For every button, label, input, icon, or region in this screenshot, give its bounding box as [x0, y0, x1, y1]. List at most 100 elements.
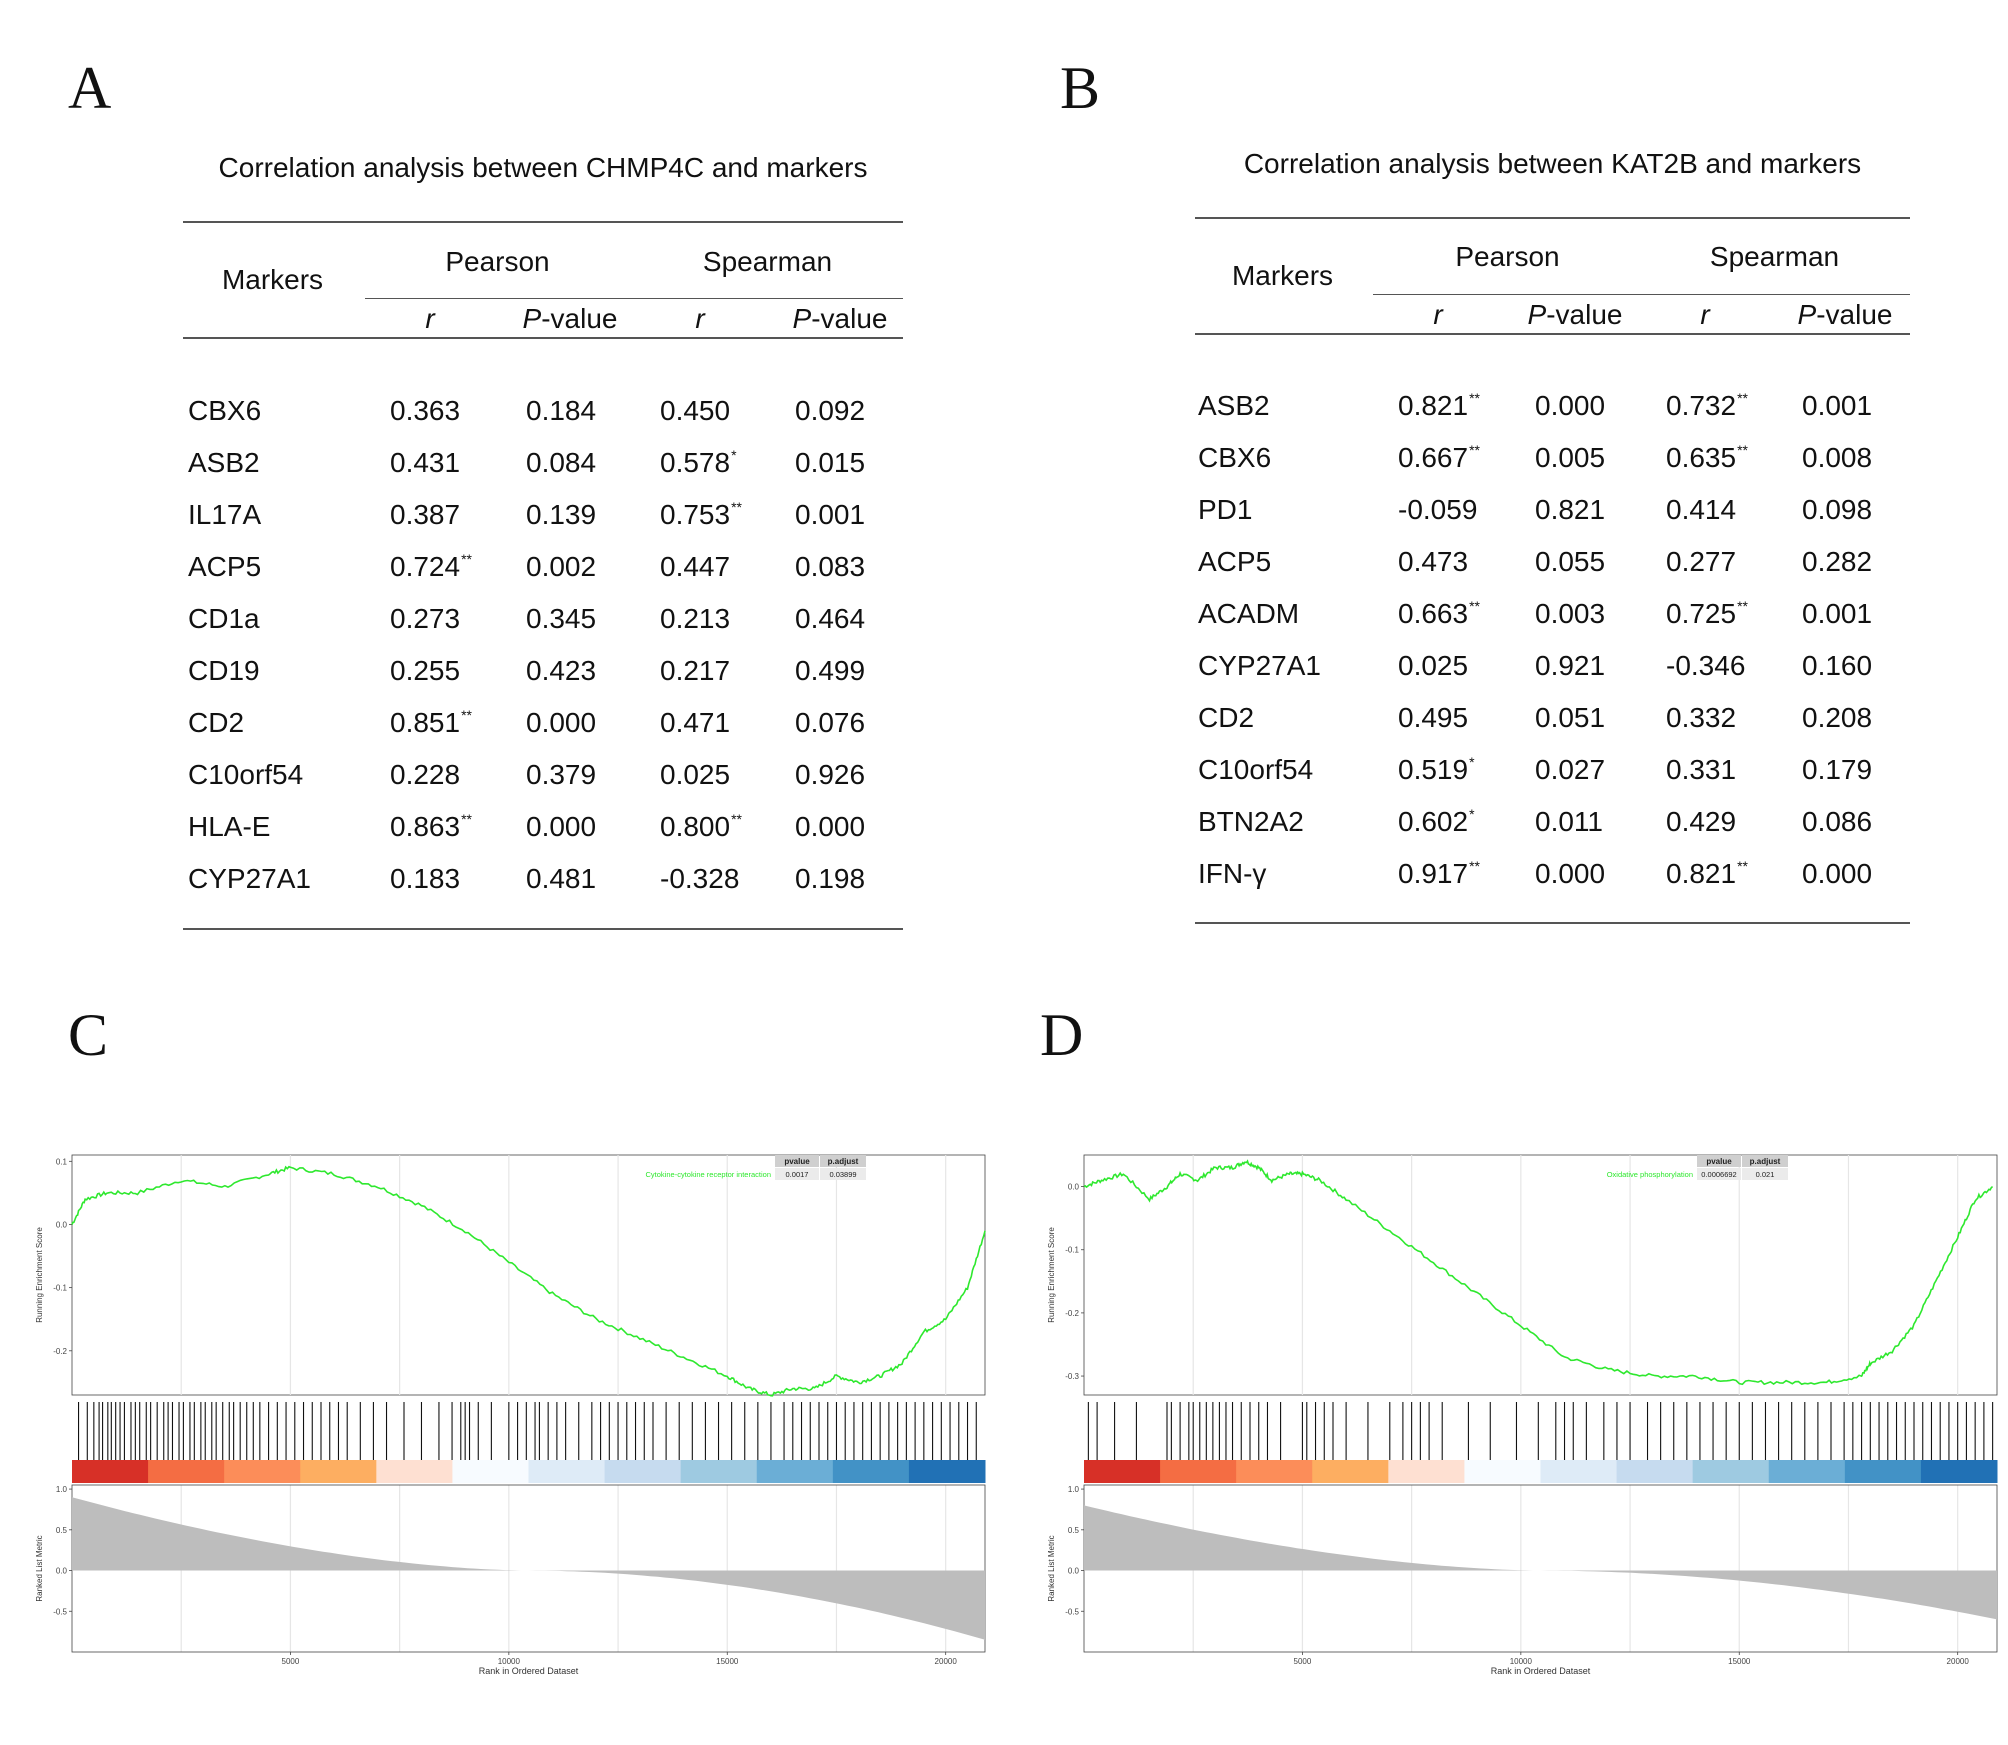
significance-mark: ** — [1737, 858, 1748, 874]
pearson-r: 0.519* — [1398, 754, 1475, 785]
rank-color-band — [224, 1460, 301, 1483]
marker-name: ACADM — [1198, 598, 1300, 629]
spearman-p: 0.001 — [1802, 390, 1873, 421]
rank-color-band — [832, 1460, 910, 1483]
panel-label-c: C — [68, 1002, 109, 1068]
rank-color-band — [1388, 1460, 1465, 1483]
spearman-p: 0.098 — [1802, 494, 1873, 525]
padjust-cell-bg — [820, 1168, 866, 1180]
es-panel-frame — [1083, 1154, 1998, 1396]
header-mid-rule — [1373, 294, 1910, 295]
pearson-p: 0.000 — [1535, 858, 1606, 889]
spearman-p: 0.001 — [795, 499, 866, 530]
pearson-p: 0.055 — [1535, 546, 1606, 577]
pearson-r: 0.255 — [390, 655, 461, 686]
pearson-r: 0.724** — [390, 551, 472, 582]
spearman-r: 0.725** — [1666, 598, 1748, 629]
y-tick-label: -0.3 — [1065, 1372, 1079, 1381]
pvalue-header: pvalue — [1706, 1157, 1732, 1166]
y-tick-label: 0.0 — [1068, 1567, 1080, 1576]
spearman-p: 0.086 — [1802, 806, 1873, 837]
y-tick-label: 0.1 — [56, 1157, 68, 1166]
significance-mark: ** — [1737, 390, 1748, 406]
pearson-p: 0.000 — [526, 811, 597, 842]
spearman-r: 0.635** — [1666, 442, 1748, 473]
pearson-p: 0.027 — [1535, 754, 1606, 785]
rank-color-band — [148, 1460, 225, 1483]
pvalue-cell-bg — [1697, 1168, 1741, 1180]
spearman-r: -0.346 — [1666, 650, 1746, 681]
y-tick-label: 0.5 — [1068, 1526, 1080, 1535]
pearson-r: 0.495 — [1398, 702, 1469, 733]
spearman-p: 0.208 — [1802, 702, 1873, 733]
marker-name: ACP5 — [1198, 546, 1272, 577]
x-tick-label: 20000 — [1947, 1657, 1970, 1666]
spearman-r: 0.821** — [1666, 858, 1748, 889]
spearman-p: 0.499 — [795, 655, 866, 686]
y-tick-label: -0.2 — [53, 1347, 67, 1356]
spearman-p: 0.926 — [795, 759, 866, 790]
significance-mark: ** — [461, 811, 472, 827]
pearson-p: 0.481 — [526, 863, 597, 894]
spearman-r: 0.332 — [1666, 702, 1737, 733]
table-top-rule — [183, 221, 903, 223]
spearman-p: 0.198 — [795, 863, 866, 894]
padjust-header-bg — [820, 1155, 866, 1167]
pvalue-header-bg — [1697, 1155, 1741, 1167]
header-mid-rule — [365, 298, 903, 299]
y-tick-label: -0.1 — [53, 1284, 67, 1293]
pearson-r: 0.602* — [1398, 806, 1475, 837]
spearman-r: 0.331 — [1666, 754, 1737, 785]
y-tick-label: 1.0 — [56, 1485, 68, 1494]
spearman-p: 0.001 — [1802, 598, 1873, 629]
pvalue-cell-bg — [775, 1168, 819, 1180]
pearson-p-header: P-value — [1527, 299, 1623, 330]
rank-color-band — [72, 1460, 149, 1483]
spearman-p: 0.179 — [1802, 754, 1873, 785]
pearson-r: 0.851** — [390, 707, 472, 738]
marker-name: C10orf54 — [188, 759, 304, 790]
spearman-r: 0.450 — [660, 395, 731, 426]
marker-name: BTN2A2 — [1198, 806, 1304, 837]
pearson-p: 0.005 — [1535, 442, 1606, 473]
pearson-r: -0.059 — [1398, 494, 1478, 525]
rank-color-band — [528, 1460, 606, 1483]
header-bottom-rule — [183, 337, 903, 339]
y-axis-label: Running Enrichment Score — [1047, 1227, 1056, 1323]
rank-color-band — [756, 1460, 834, 1483]
pearson-r: 0.363 — [390, 395, 461, 426]
spearman-p: 0.282 — [1802, 546, 1873, 577]
significance-mark: ** — [731, 811, 742, 827]
spearman-p: 0.000 — [1802, 858, 1873, 889]
rank-color-band — [1160, 1460, 1237, 1483]
rank-color-band — [376, 1460, 453, 1483]
rank-color-band — [1312, 1460, 1389, 1483]
marker-name: C10orf54 — [1198, 754, 1314, 785]
y-tick-label: 0.0 — [56, 1567, 68, 1576]
pvalue-value: 0.0017 — [786, 1170, 809, 1179]
spearman-r: 0.732** — [1666, 390, 1748, 421]
pearson-r: 0.917** — [1398, 858, 1480, 889]
significance-mark: ** — [461, 707, 472, 723]
pearson-header: Pearson — [445, 246, 550, 277]
pearson-r: 0.228 — [390, 759, 461, 790]
ranked-metric-area — [72, 1497, 985, 1640]
spearman-r: -0.328 — [660, 863, 740, 894]
spearman-p: 0.160 — [1802, 650, 1873, 681]
marker-name: CD2 — [1198, 702, 1255, 733]
significance-mark: * — [731, 447, 737, 463]
panel-label-b: B — [1060, 55, 1101, 121]
table-title: Correlation analysis between CHMP4C and … — [218, 152, 868, 183]
spearman-r-header: r — [695, 303, 705, 334]
marker-name: ACP5 — [188, 551, 262, 582]
pearson-header: Pearson — [1455, 241, 1560, 272]
metric-axis-label: Ranked List Metric — [35, 1535, 44, 1601]
gsea-plot-c: 0.1 0.0 -0.1 -0.2 Running Enrichment Score pv… — [35, 1154, 986, 1676]
running-es-line — [71, 1165, 986, 1397]
spearman-p: 0.008 — [1802, 442, 1873, 473]
marker-name: CYP27A1 — [188, 863, 311, 894]
spearman-r: 0.800** — [660, 811, 742, 842]
x-axis-label: Rank in Ordered Dataset — [1491, 1666, 1591, 1676]
rank-color-band — [1540, 1460, 1618, 1483]
padjust-value: 0.021 — [1756, 1170, 1775, 1179]
